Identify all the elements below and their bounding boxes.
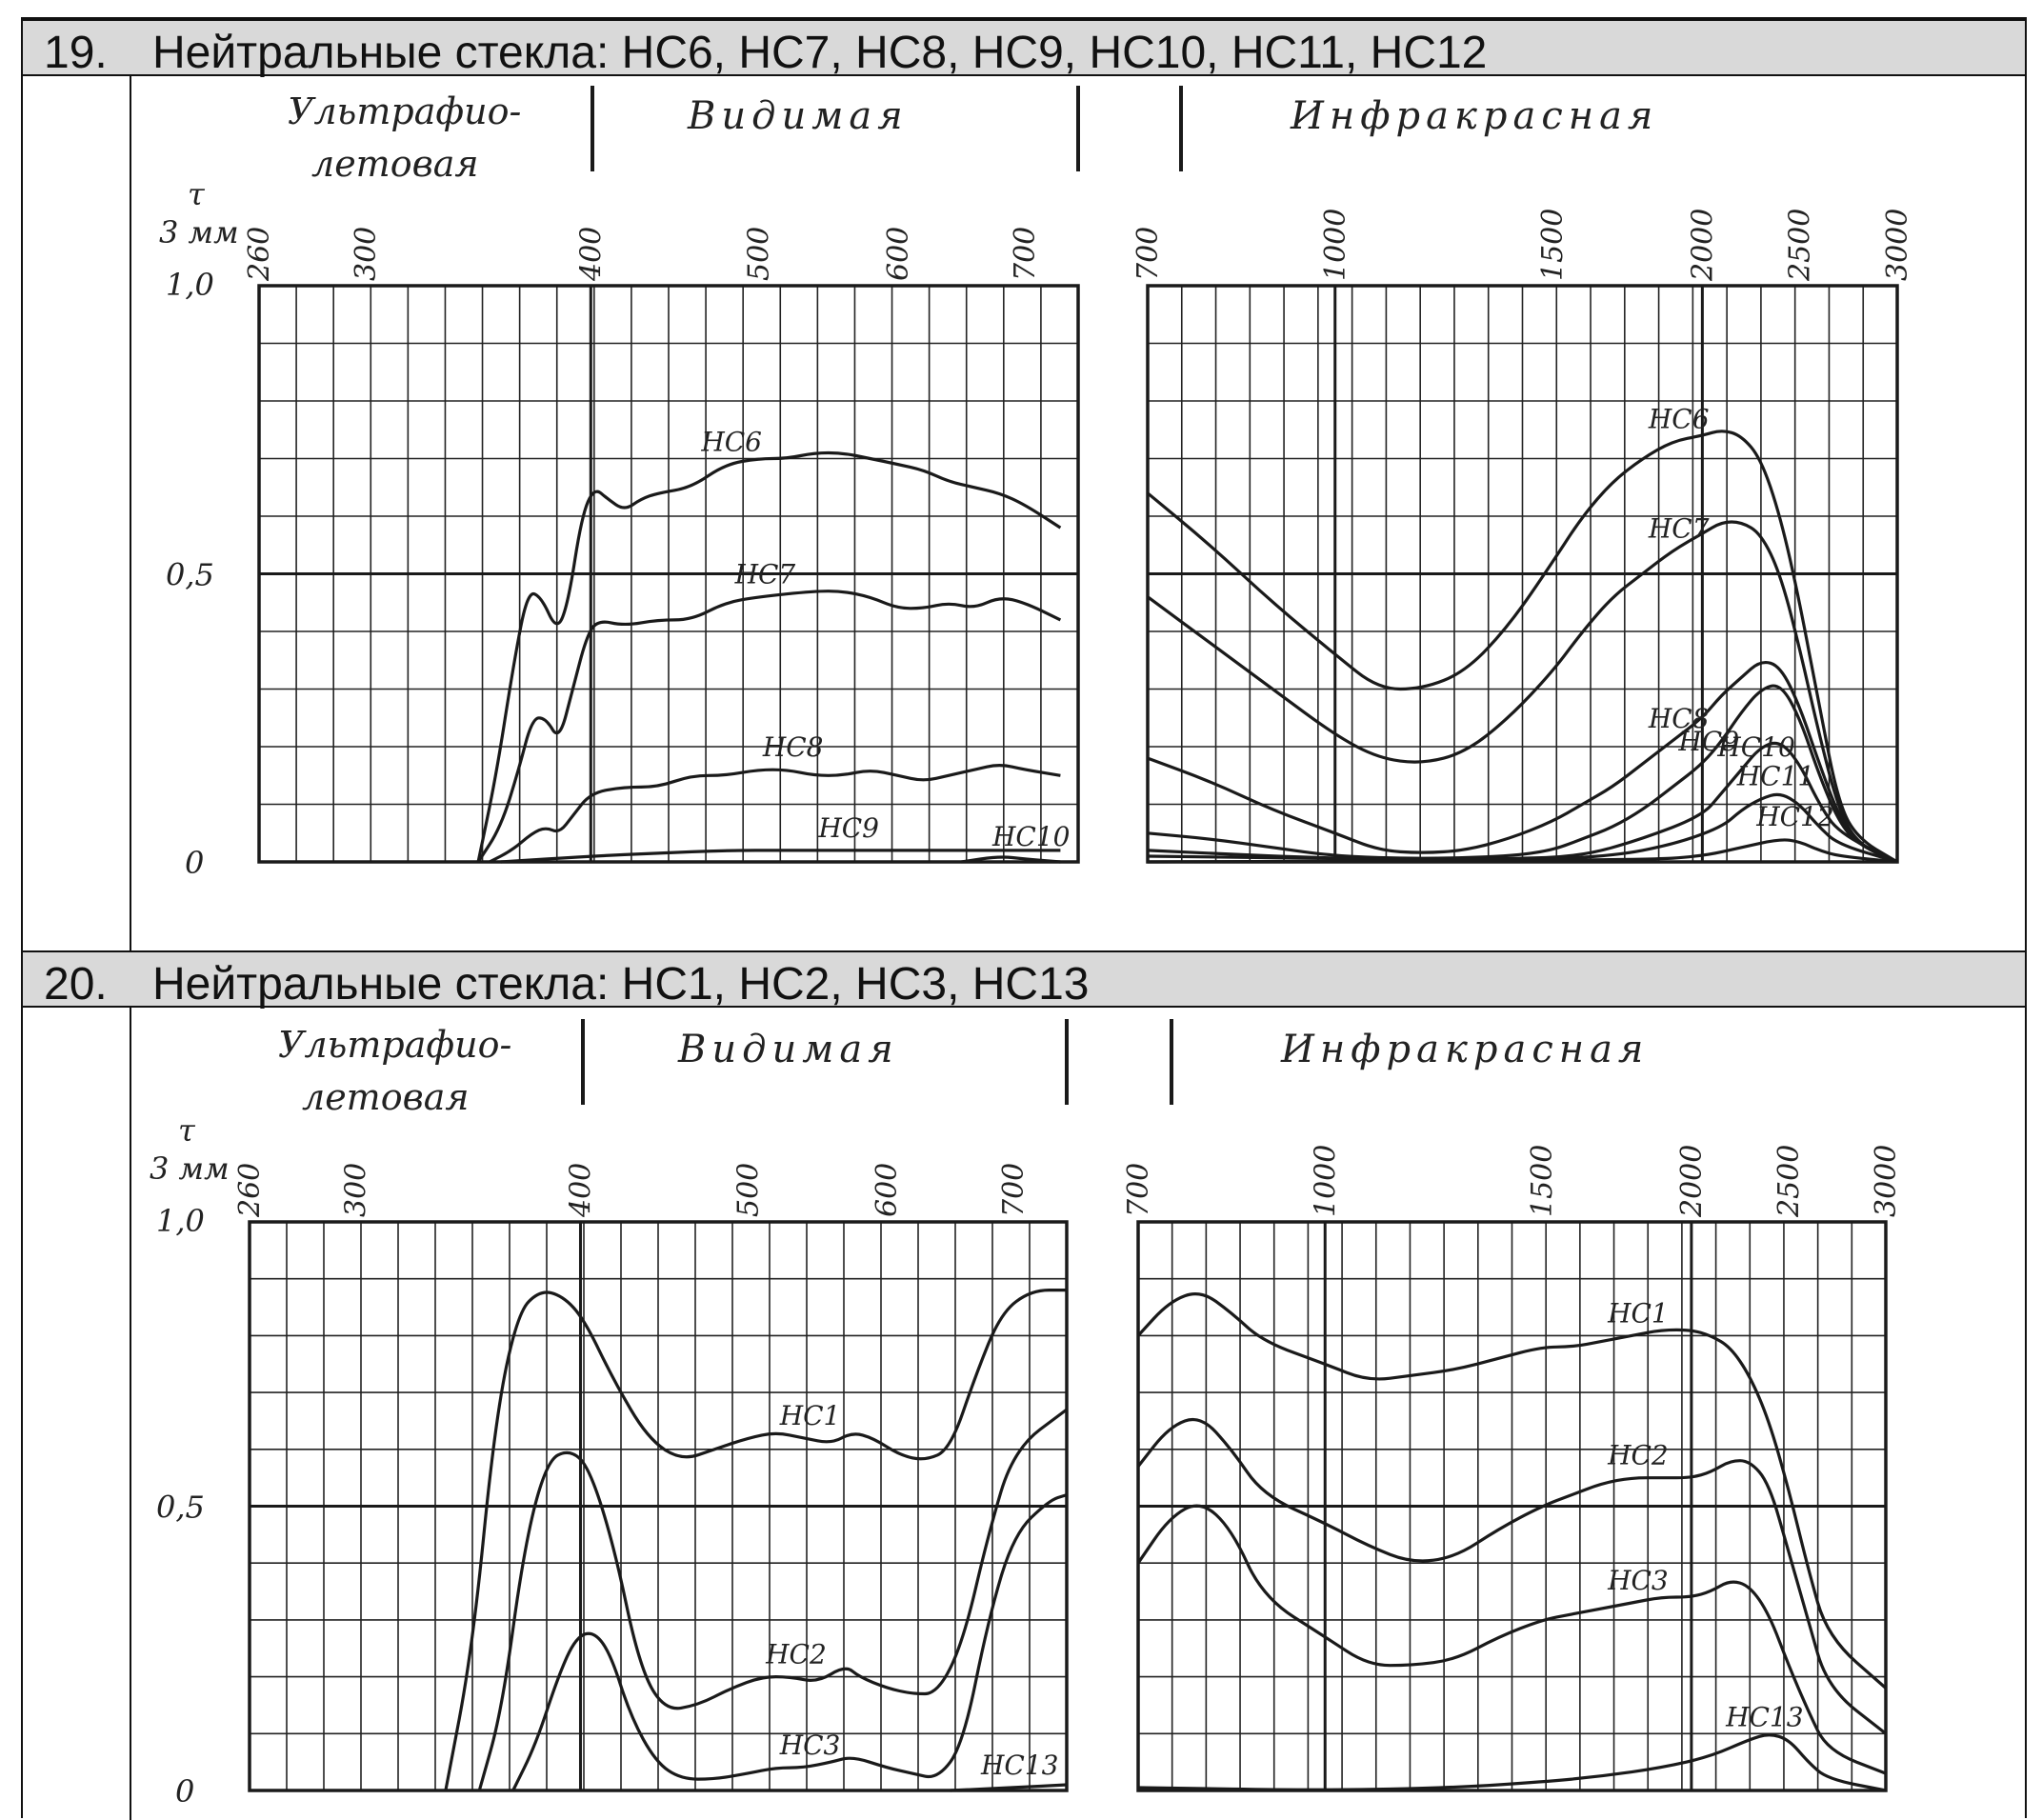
series-line-НС2 <box>477 1408 1068 1791</box>
series-label: НС3 <box>779 1730 841 1761</box>
series-line-НС6 <box>476 450 1062 863</box>
infrared-label: Инфракрасная <box>1280 1028 1649 1071</box>
series-line-НС13 <box>1137 1733 1887 1792</box>
series-label: НС6 <box>1648 403 1710 434</box>
y-tick-label: 0,5 <box>156 1490 205 1526</box>
x-tick-label: 700 <box>1009 227 1042 281</box>
series-line-НС3 <box>511 1493 1068 1791</box>
x-tick-label: 2000 <box>1686 209 1719 282</box>
series-label: НС12 <box>1755 801 1833 832</box>
series-label: НС9 <box>817 812 879 844</box>
series-label: НС8 <box>1648 703 1710 734</box>
series-label: НС9 <box>1677 726 1739 757</box>
visible-label: Видимая <box>677 1028 899 1071</box>
y-axis-symbol: τ <box>178 1112 196 1149</box>
section-19-header: 19. Нейтральные стекла: НС6, НС7, НС8, Н… <box>23 19 2025 78</box>
y-tick-label: 0 <box>185 845 204 881</box>
x-tick-label: 500 <box>743 227 776 281</box>
series-line-НС1 <box>444 1289 1067 1791</box>
series-label: НС1 <box>1607 1297 1669 1329</box>
series-label: НС8 <box>762 731 824 763</box>
series-line-НС8 <box>1147 660 1898 864</box>
y-axis-symbol: τ <box>188 176 206 212</box>
x-tick-label: 3000 <box>1881 209 1914 281</box>
y-axis-unit: 3 мм <box>150 1150 230 1187</box>
x-tick-label: 1000 <box>1309 1145 1342 1217</box>
series-label: НС13 <box>1725 1701 1803 1732</box>
series-label: НС11 <box>1736 760 1814 791</box>
y-tick-label: 1,0 <box>166 267 214 303</box>
left-column-divider <box>130 1008 131 1820</box>
y-tick-label: 0 <box>175 1773 194 1810</box>
x-tick-label: 260 <box>243 227 276 282</box>
series-line-НС12 <box>1147 838 1898 864</box>
x-tick-label: 400 <box>574 227 608 282</box>
x-tick-label: 400 <box>564 1163 597 1218</box>
series-label: НС7 <box>1648 512 1710 544</box>
x-tick-label: 600 <box>871 1163 904 1217</box>
series-line-НС6 <box>1146 430 1898 864</box>
series-line-НС8 <box>489 764 1061 864</box>
x-tick-label: 500 <box>731 1163 765 1217</box>
section-title: Нейтральные стекла: НС6, НС7, НС8, НС9, … <box>152 28 1488 78</box>
section-title: Нейтральные стекла: НС1, НС2, НС3, НС13 <box>152 959 1090 1010</box>
series-line-НС9 <box>500 849 1061 864</box>
x-tick-label: 1500 <box>1536 209 1570 281</box>
series-label: НС13 <box>980 1750 1058 1781</box>
series-line-НС11 <box>1147 792 1898 864</box>
series-line-НС9 <box>1147 684 1898 864</box>
x-tick-label: 2500 <box>1772 1145 1806 1218</box>
series-line-НС13 <box>950 1783 1068 1792</box>
series-line-НС2 <box>1136 1417 1887 1735</box>
series-line-НС7 <box>476 590 1062 863</box>
series-label: НС10 <box>991 821 1070 852</box>
series-line-НС7 <box>1147 520 1898 864</box>
x-tick-label: 700 <box>1122 1163 1155 1217</box>
y-axis-unit: 3 мм <box>159 214 239 250</box>
series-label: НС2 <box>1607 1440 1669 1471</box>
uv-label: летовая <box>302 1076 470 1118</box>
x-tick-label: 300 <box>340 1163 373 1217</box>
x-tick-label: 600 <box>882 227 915 281</box>
series-line-НС3 <box>1136 1504 1887 1775</box>
series-label: НС3 <box>1607 1565 1669 1596</box>
x-tick-label: 260 <box>233 1163 267 1218</box>
section-number: 19. <box>44 28 108 78</box>
infrared-label: Инфракрасная <box>1290 94 1658 138</box>
series-line-НС1 <box>1136 1292 1888 1690</box>
visible-label: Видимая <box>687 94 909 138</box>
series-label: НС2 <box>765 1639 827 1670</box>
x-tick-label: 300 <box>350 227 383 281</box>
section-20-header: 20. Нейтральные стекла: НС1, НС2, НС3, Н… <box>23 950 2025 1010</box>
y-tick-label: 1,0 <box>156 1203 205 1239</box>
x-tick-label: 1500 <box>1526 1145 1559 1217</box>
x-tick-label: 2500 <box>1784 209 1817 282</box>
uv-label: летовая <box>311 143 479 185</box>
x-tick-label: 700 <box>1131 227 1165 281</box>
x-tick-label: 2000 <box>1675 1145 1709 1218</box>
y-tick-label: 0,5 <box>166 557 214 593</box>
left-column-divider <box>130 76 131 952</box>
x-tick-label: 700 <box>997 1163 1031 1217</box>
uv-label: Ультрафио- <box>278 1024 511 1066</box>
x-tick-label: 1000 <box>1319 209 1352 281</box>
series-label: НС10 <box>1716 731 1794 763</box>
page-frame: 19. Нейтральные стекла: НС6, НС7, НС8, Н… <box>21 17 2027 1820</box>
series-label: НС7 <box>734 559 796 590</box>
section-number: 20. <box>44 959 108 1010</box>
series-line-НС10 <box>961 855 1061 864</box>
uv-label: Ультрафио- <box>288 90 521 132</box>
x-tick-label: 3000 <box>1870 1145 1903 1217</box>
series-label: НС6 <box>700 427 762 458</box>
series-label: НС1 <box>779 1400 841 1431</box>
